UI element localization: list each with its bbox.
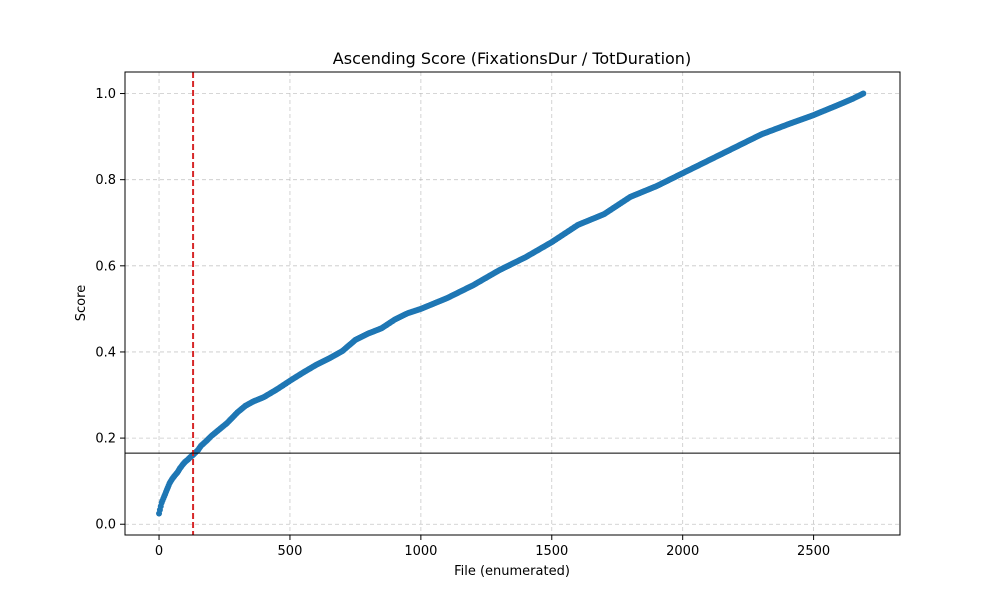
data-series <box>156 90 867 517</box>
y-tick-label: 0.4 <box>95 345 116 360</box>
x-tick-label: 1000 <box>404 544 437 559</box>
y-tick-label: 0.2 <box>95 432 116 447</box>
x-axis-label: File (enumerated) <box>454 564 570 579</box>
y-tick-label: 0.0 <box>95 518 116 533</box>
y-tick-label: 1.0 <box>95 87 116 102</box>
plot-frame <box>124 71 901 536</box>
y-axis-label: Score <box>74 285 89 321</box>
x-tick-label: 0 <box>155 544 163 559</box>
axis-ticks: 0 500 1000 1500 2000 2500 0.0 0.2 0.4 0.6 0.8 1.0 <box>95 87 830 559</box>
data-point <box>860 90 867 97</box>
chart-title: Ascending Score (FixationsDur / TotDurat… <box>333 49 691 68</box>
reference-lines <box>125 72 900 535</box>
y-tick-label: 0.8 <box>95 173 116 188</box>
grid <box>125 72 900 535</box>
x-tick-label: 1500 <box>535 544 568 559</box>
y-tick-label: 0.6 <box>95 259 116 274</box>
x-tick-label: 2500 <box>797 544 830 559</box>
x-tick-label: 500 <box>278 544 303 559</box>
x-tick-label: 2000 <box>666 544 699 559</box>
